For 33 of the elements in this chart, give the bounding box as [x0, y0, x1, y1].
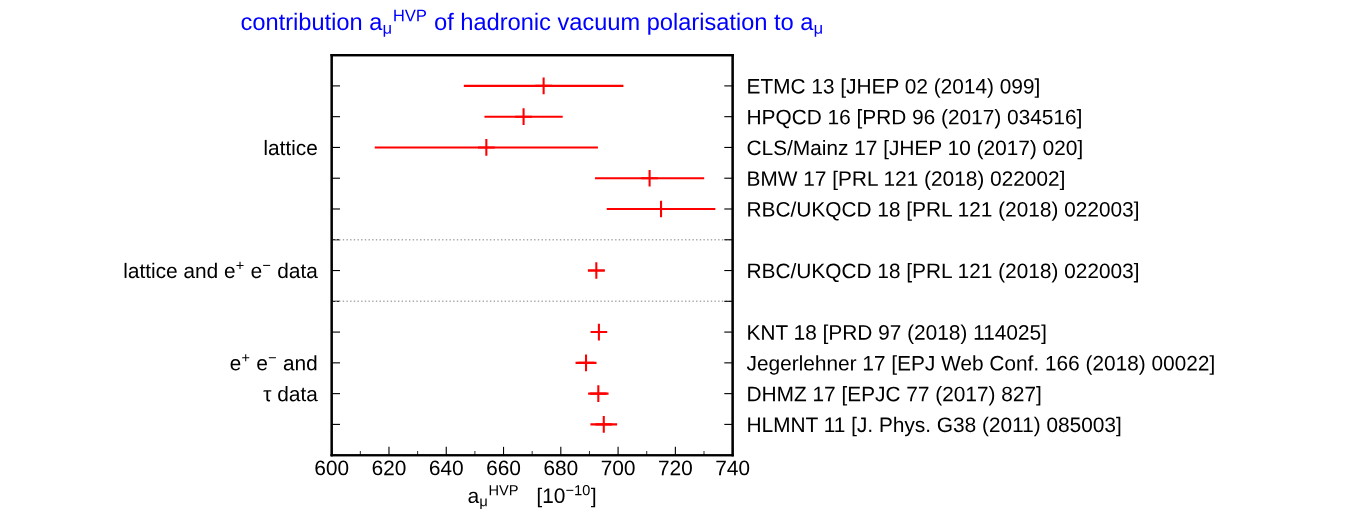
y2-tick-label: KNT 18 [PRD 97 (2018) 114025]: [748, 324, 1046, 344]
x-tick-label: 680: [544, 460, 578, 476]
point: [588, 384, 608, 403]
y2-tick-label: BMW 17 [PRL 121 (2018) 022002]: [748, 170, 1064, 191]
point: [514, 107, 533, 127]
y2-tick-label: DHMZ 17 [EPJC 77 (2017) 827]: [748, 386, 1041, 406]
point: [576, 353, 596, 373]
x-tick-label: 600: [315, 460, 349, 476]
x-tick-label: 640: [429, 460, 463, 476]
y2-tick-label: Jegerlehner 17 [EPJ Web Conf. 166 (2018) 00022]: [746, 355, 1214, 375]
point: [589, 322, 609, 342]
y-tick-label: lattice: [264, 139, 317, 156]
y2-tick-label: HLMNT 11 [J. Phys. G38 (2011) 085003]: [748, 416, 1121, 437]
text: a$_{μ}$$^{HVP}$ [10$^{−10}$]: [468, 485, 596, 509]
y-tick-label: e$^{+}$ e$^{−}$ and: [230, 354, 317, 371]
point: [586, 261, 606, 280]
y2-tick-label: CLS/Mainz 17 [JHEP 10 (2017) 020]: [747, 139, 1082, 160]
point: [640, 168, 659, 188]
x-tick-label: 740: [716, 460, 750, 476]
x-tick-label: 620: [372, 460, 406, 476]
point: [476, 138, 496, 157]
x-tick-label: 720: [659, 460, 692, 476]
x-tick-label: 700: [601, 460, 635, 476]
y-tick-label: lattice and e$^{+}$ e$^{−}$ data: [124, 261, 318, 279]
x-tick-label: 660: [487, 460, 521, 476]
y2-tick-label: RBC/UKQCD 18 [PRL 121 (2018) 022003]: [748, 201, 1138, 221]
y2-tick-label: HPQCD 16 [PRD 96 (2017) 034516]: [748, 109, 1081, 129]
point: [594, 415, 614, 434]
point: [534, 76, 553, 96]
y2-tick-label: RBC/UKQCD 18 [PRL 121 (2018) 022003]: [748, 262, 1138, 283]
chart-title: contribution a$_{μ}$$^{HVP}$ of hadronic vacuum polarisation to a$_{μ}$: [241, 9, 822, 37]
y2-tick-label: ETMC 13 [JHEP 02 (2014) 099]: [748, 78, 1039, 98]
y-tick-label: τ data: [263, 386, 318, 402]
